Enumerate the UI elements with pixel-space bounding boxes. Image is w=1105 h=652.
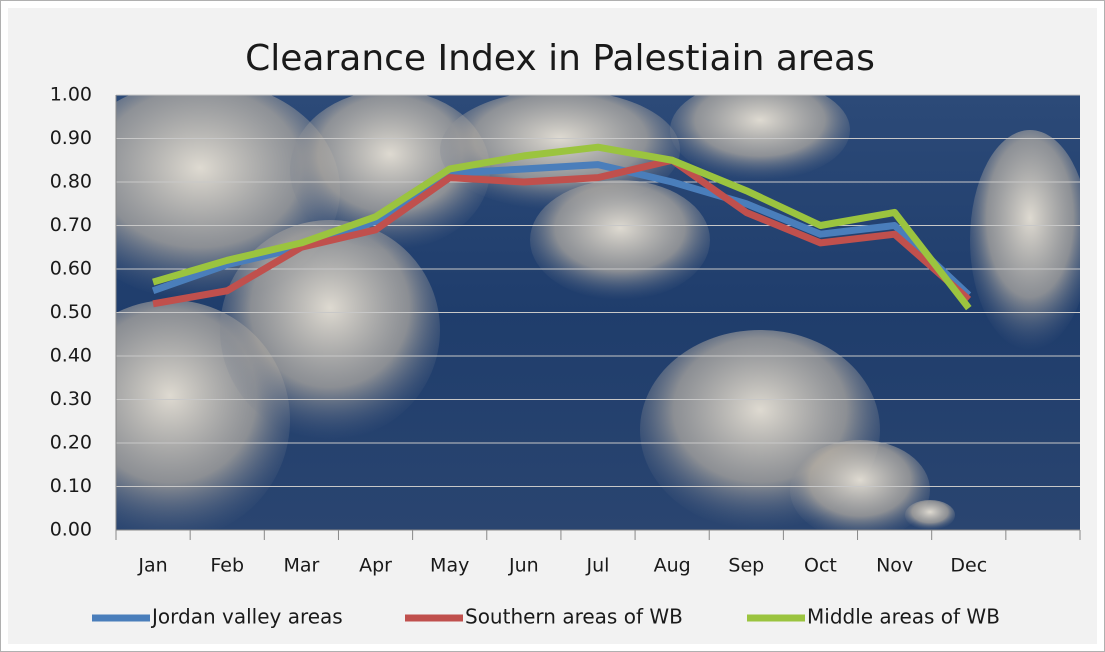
x-tick-label: Aug [654,555,691,577]
x-tick-label: Mar [283,555,319,577]
y-tick-label: 0.10 [50,475,92,497]
y-tick-label: 1.00 [50,84,92,106]
legend-label: Jordan valley areas [150,605,343,629]
legend-label: Middle areas of WB [807,605,1000,629]
x-tick-label: Jan [137,555,167,577]
x-tick-label: Jul [586,555,610,577]
y-tick-label: 0.70 [50,214,92,236]
y-tick-label: 0.50 [50,301,92,323]
x-tick-label: Dec [950,555,987,577]
chart: Clearance Index in Palestiain areas 0.00… [0,0,1105,652]
y-tick-label: 0.90 [50,127,92,149]
x-tick-label: Nov [876,555,913,577]
page: {"chart_data": {"type": "line", "title":… [0,0,1105,652]
y-tick-label: 0.60 [50,258,92,280]
x-tick-label: Feb [210,555,244,577]
y-tick-label: 0.20 [50,432,92,454]
y-tick-label: 0.30 [50,388,92,410]
legend-label: Southern areas of WB [465,605,683,629]
chart-title: Clearance Index in Palestiain areas [245,38,875,79]
x-tick-label: May [430,555,469,577]
x-tick-label: Jun [508,555,539,577]
x-tick-label: Oct [804,555,837,577]
y-tick-label: 0.80 [50,171,92,193]
y-tick-label: 0.00 [50,519,92,541]
x-tick-label: Apr [359,555,392,577]
y-tick-label: 0.40 [50,345,92,367]
x-tick-label: Sep [728,555,764,577]
